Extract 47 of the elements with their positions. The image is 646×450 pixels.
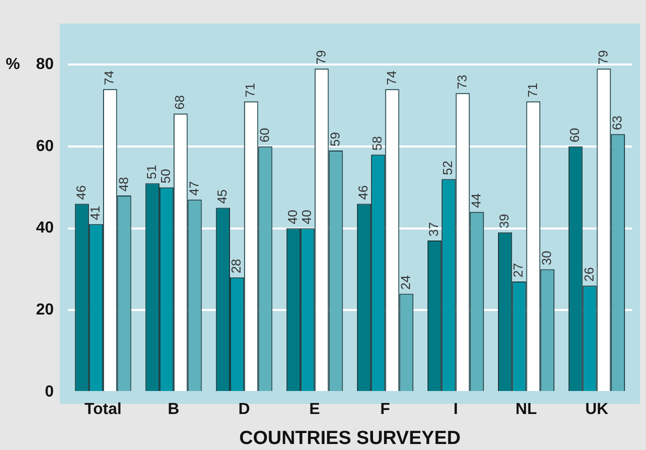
data-label: 40 <box>285 210 300 224</box>
x-axis-title: COUNTRIES SURVEYED <box>239 428 461 449</box>
data-label: 79 <box>595 50 610 65</box>
data-label: 52 <box>440 160 456 176</box>
data-label: 73 <box>454 74 470 90</box>
data-label: 60 <box>567 128 582 142</box>
data-label: 41 <box>88 206 103 220</box>
data-label: 74 <box>102 70 117 86</box>
x-tick-label: F <box>380 401 390 418</box>
data-label: 60 <box>256 128 272 142</box>
data-label: 30 <box>538 250 554 266</box>
data-label: 44 <box>468 193 484 208</box>
x-tick-label: D <box>238 401 250 418</box>
data-label: 63 <box>609 116 624 130</box>
data-label: 26 <box>581 267 596 282</box>
data-label: 45 <box>214 189 230 204</box>
data-label: 37 <box>426 222 442 237</box>
data-label: 47 <box>186 181 202 196</box>
data-label: 68 <box>172 95 188 110</box>
y-tick-label: 80 <box>36 56 54 73</box>
data-label: 48 <box>116 177 131 192</box>
y-tick-label: 0 <box>44 383 54 400</box>
x-tick-label: Total <box>84 401 122 418</box>
x-tick-label: B <box>168 401 180 418</box>
data-label: 27 <box>510 263 526 278</box>
data-label: 39 <box>496 214 512 228</box>
data-label: 79 <box>313 50 328 65</box>
y-axis-title: % <box>6 56 20 73</box>
y-tick-label: 20 <box>36 302 54 319</box>
data-label: 28 <box>228 258 244 274</box>
data-label: 71 <box>242 82 258 98</box>
y-tick-label: 60 <box>36 138 54 155</box>
x-tick-label: E <box>309 401 320 418</box>
data-label: 46 <box>73 185 88 200</box>
data-label: 74 <box>384 70 399 86</box>
data-label: 58 <box>370 136 385 151</box>
data-label: 71 <box>524 82 540 98</box>
x-tick-label: I <box>453 401 458 418</box>
data-label: 24 <box>398 275 413 290</box>
x-tick-label: UK <box>585 401 609 418</box>
data-label: 51 <box>144 164 160 180</box>
y-tick-label: 40 <box>36 220 54 237</box>
data-label: 40 <box>299 210 314 224</box>
x-tick-label: NL <box>516 401 538 418</box>
data-label: 50 <box>158 168 174 184</box>
data-label: 46 <box>356 185 371 200</box>
data-label: 59 <box>327 132 342 146</box>
